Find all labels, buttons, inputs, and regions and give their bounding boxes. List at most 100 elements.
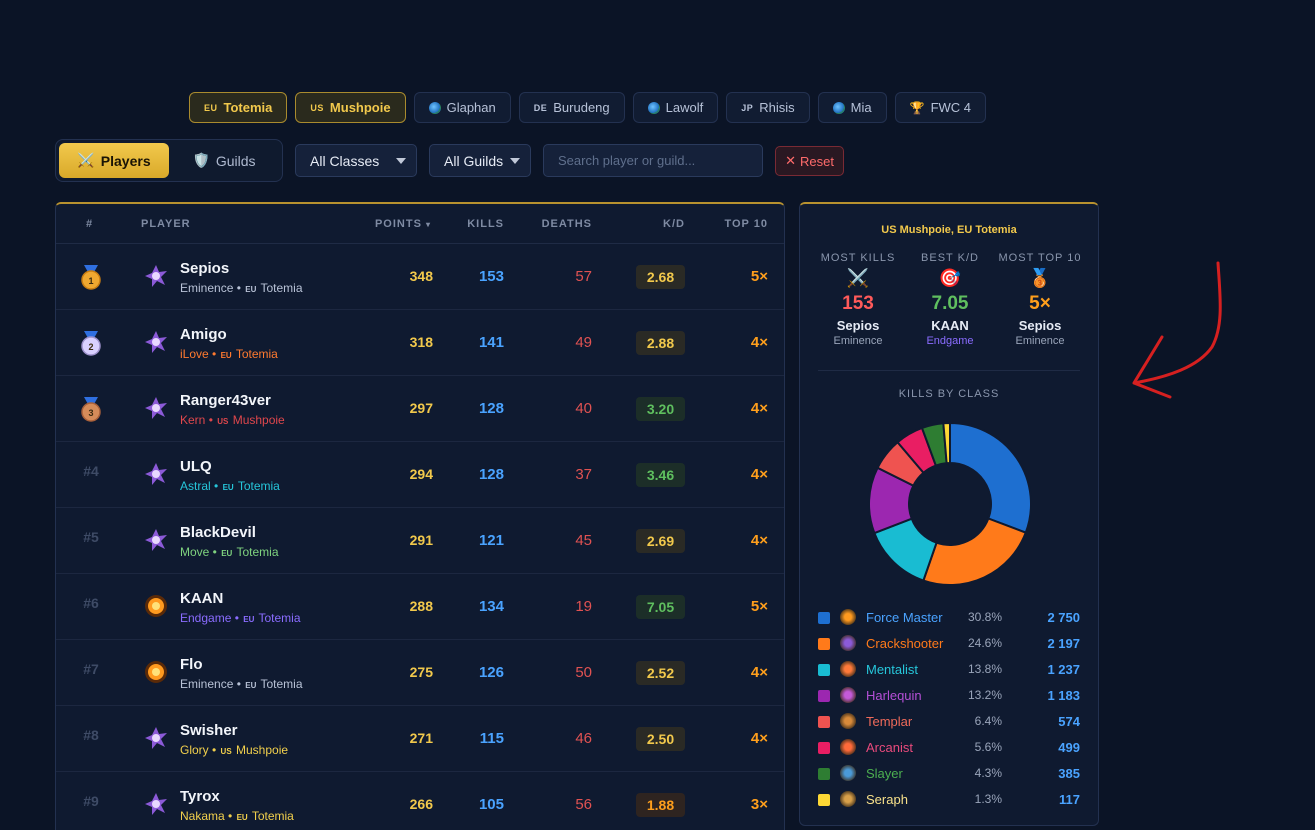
donut-slice-force-master[interactable] — [949, 421, 1032, 534]
guild-name[interactable]: Kern — [180, 413, 206, 427]
donut-slice-crackshooter[interactable] — [922, 517, 1028, 586]
player-name[interactable]: BlackDevil — [180, 524, 256, 541]
legend-item[interactable]: Crackshooter 24.6% 2 197 — [818, 634, 1080, 654]
deaths-value: 49 — [575, 334, 592, 351]
stat-player-name[interactable]: KAAN — [931, 318, 969, 333]
player-guild-server: Eminence • EU Totemia — [180, 677, 303, 691]
tab-burudeng[interactable]: DE Burudeng — [518, 92, 625, 123]
mode-toggle: ⚔️ Players 🛡️ Guilds — [55, 139, 283, 182]
swords-icon: ⚔️ — [846, 268, 870, 288]
legend-item[interactable]: Templar 6.4% 574 — [818, 712, 1080, 732]
guild-name[interactable]: iLove — [180, 347, 209, 361]
legend-item[interactable]: Mentalist 13.8% 1 237 — [818, 660, 1080, 680]
table-header: # PLAYER POINTS ▾ KILLS DEATHS K/D TOP 1… — [56, 204, 784, 244]
player-name[interactable]: Amigo — [180, 326, 227, 343]
table-row[interactable]: #9 Tyrox Nakama • EU Totemia 266 105 56 1.88 3× — [56, 772, 784, 830]
chevron-down-icon — [510, 158, 520, 164]
table-row[interactable]: 3 Ranger43ver Kern • US Mushpoie 297 128 40 3.… — [56, 376, 784, 442]
top10-value: 5× — [750, 598, 768, 615]
table-row[interactable]: #8 Swisher Glory • US Mushpoie 271 115 46 2.50… — [56, 706, 784, 772]
slayer-class-icon — [840, 765, 856, 781]
tab-rhisis[interactable]: JP Rhisis — [726, 92, 810, 123]
legend-item[interactable]: Arcanist 5.6% 499 — [818, 738, 1080, 758]
player-name[interactable]: Swisher — [180, 722, 238, 739]
table-row[interactable]: #6 KAAN Endgame • EU Totemia 288 134 19 7.05 5× — [56, 574, 784, 640]
region-code: EU — [236, 813, 248, 822]
guild-name[interactable]: Glory — [180, 743, 209, 757]
points-value: 297 — [409, 400, 433, 416]
kd-badge: 1.88 — [636, 793, 685, 817]
tab-mia[interactable]: Mia — [817, 92, 887, 123]
crackshooter-class-icon — [840, 635, 856, 651]
player-name[interactable]: ULQ — [180, 458, 212, 475]
legend-class-name: Mentalist — [866, 662, 919, 677]
medal-number: 2 — [88, 342, 93, 352]
guilds-toggle[interactable]: 🛡️ Guilds — [169, 143, 279, 178]
region-code: US — [217, 417, 229, 426]
header-points[interactable]: POINTS ▾ — [375, 218, 431, 230]
legend-value: 117 — [1059, 792, 1080, 807]
stat-guild-name: Eminence — [1015, 335, 1065, 347]
deaths-value: 45 — [575, 532, 592, 549]
stat-guild-name: Eminence — [833, 335, 883, 347]
stat-card: MOST TOP 10 🥉 5× Sepios Eminence — [992, 252, 1088, 347]
donut-slice-seraph[interactable] — [942, 421, 951, 465]
bronze-medal-icon: 3 — [81, 397, 101, 422]
table-row[interactable]: #7 Flo Eminence • EU Totemia 275 126 50 2.52 4× — [56, 640, 784, 706]
crackshooter-class-icon — [145, 727, 167, 749]
guild-name[interactable]: Nakama — [180, 809, 225, 823]
player-name[interactable]: Sepios — [180, 260, 230, 277]
guild-name[interactable]: Move — [180, 545, 210, 559]
kills-value: 121 — [478, 532, 504, 549]
server-name: Totemia — [260, 281, 303, 295]
player-name[interactable]: Tyrox — [180, 788, 220, 805]
guild-filter-select[interactable]: All Guilds — [429, 144, 531, 177]
legend-percent: 5.6% — [974, 740, 1002, 754]
player-name[interactable]: Ranger43ver — [180, 392, 271, 409]
close-icon: ✕ — [785, 153, 796, 168]
guild-name[interactable]: Eminence — [180, 677, 234, 691]
tab-lawolf[interactable]: Lawolf — [632, 92, 719, 123]
class-filter-select[interactable]: All Classes — [295, 144, 417, 177]
header-deaths: DEATHS — [541, 218, 592, 230]
kd-badge: 2.69 — [636, 529, 685, 553]
crackshooter-class-icon — [145, 463, 167, 485]
region-code: JP — [741, 102, 754, 113]
legend-class-name: Slayer — [866, 766, 903, 781]
stat-player-name[interactable]: Sepios — [836, 318, 880, 333]
tab-mushpoie[interactable]: US Mushpoie — [295, 92, 406, 123]
player-name[interactable]: Flo — [180, 656, 203, 673]
tab-totemia[interactable]: EU Totemia — [189, 92, 288, 123]
table-row[interactable]: #5 BlackDevil Move • EU Totemia 291 121 45 2.6… — [56, 508, 784, 574]
guild-name[interactable]: Eminence — [180, 281, 234, 295]
table-row[interactable]: #4 ULQ Astral • EU Totemia 294 128 37 3.46 4× — [56, 442, 784, 508]
players-toggle[interactable]: ⚔️ Players — [59, 143, 169, 178]
tab-fwc-4[interactable]: 🏆 FWC 4 — [894, 92, 987, 123]
kd-badge: 2.50 — [636, 727, 685, 751]
legend-item[interactable]: Force Master 30.8% 2 750 — [818, 608, 1080, 628]
region-code: US — [220, 747, 232, 756]
table-row[interactable]: 2 Amigo iLove • EU Totemia 318 141 49 2.88 4× — [56, 310, 784, 376]
search-input[interactable] — [543, 144, 763, 177]
tab-label: FWC 4 — [930, 100, 972, 115]
tab-glaphan[interactable]: Glaphan — [413, 92, 511, 123]
legend-item[interactable]: Seraph 1.3% 117 — [818, 790, 1080, 810]
kills-value: 134 — [478, 598, 504, 615]
top10-value: 4× — [750, 664, 768, 681]
crackshooter-class-icon — [145, 331, 167, 353]
tab-label: Burudeng — [553, 100, 610, 115]
table-row[interactable]: 1 Sepios Eminence • EU Totemia 348 153 57 2.68… — [56, 244, 784, 310]
guild-name[interactable]: Endgame — [180, 611, 232, 625]
legend-item[interactable]: Harlequin 13.2% 1 183 — [818, 686, 1080, 706]
reset-button[interactable]: ✕ Reset — [775, 146, 844, 176]
player-name[interactable]: KAAN — [180, 590, 224, 607]
region-code: DE — [533, 102, 548, 113]
stat-guild-name: Endgame — [926, 335, 974, 347]
guild-name[interactable]: Astral — [180, 479, 211, 493]
mentalist-class-icon — [840, 661, 856, 677]
stat-player-name[interactable]: Sepios — [1018, 318, 1062, 333]
legend-item[interactable]: Slayer 4.3% 385 — [818, 764, 1080, 784]
kills-value: 105 — [478, 796, 504, 813]
rank: #9 — [83, 793, 99, 809]
region-code: EU — [221, 549, 233, 558]
